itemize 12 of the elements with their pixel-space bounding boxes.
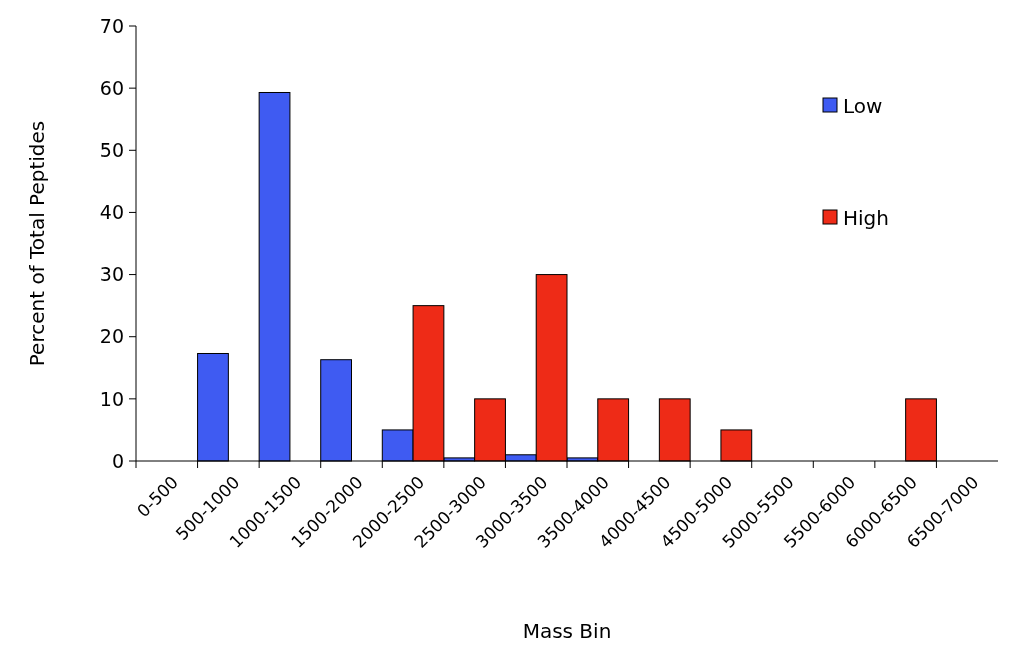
y-tick-label: 60 (99, 76, 124, 99)
y-tick-label: 70 (99, 14, 124, 37)
legend-label: High (843, 206, 889, 230)
y-tick-label: 50 (99, 138, 124, 161)
y-axis-title: Percent of Total Peptides (25, 120, 49, 367)
legend-label: Low (843, 94, 883, 118)
x-axis-title: Mass Bin (522, 619, 612, 643)
y-tick-label: 30 (99, 263, 124, 286)
y-tick-label: 10 (99, 387, 124, 410)
y-tick-label: 0 (111, 449, 124, 472)
y-tick-label: 20 (99, 325, 124, 348)
y-tick-label: 40 (99, 201, 124, 224)
